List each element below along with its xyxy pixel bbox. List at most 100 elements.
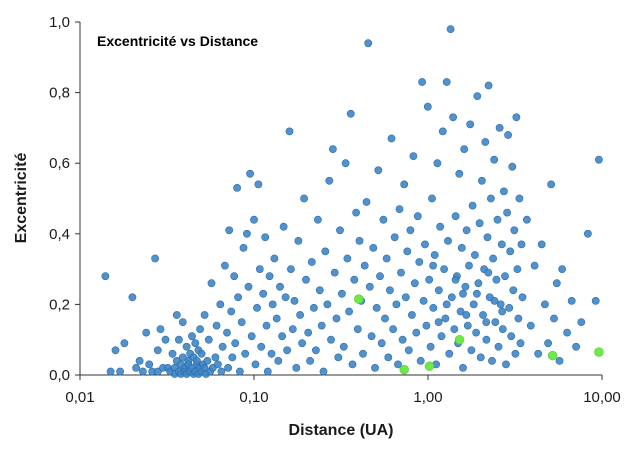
data-point (403, 247, 412, 256)
data-point (387, 134, 396, 143)
data-point (426, 342, 435, 351)
highlight-point (399, 365, 409, 375)
data-point (483, 233, 492, 242)
data-point (472, 289, 481, 298)
data-point (227, 307, 236, 316)
data-point (510, 226, 519, 235)
data-point (207, 279, 216, 288)
data-point (457, 243, 466, 252)
data-point (346, 109, 355, 118)
data-point (268, 300, 277, 309)
data-point (382, 254, 391, 263)
data-point (398, 335, 407, 344)
y-tick-label: 0,0 (49, 367, 70, 384)
data-point (572, 342, 580, 351)
data-point (231, 339, 240, 348)
highlight-point (594, 347, 604, 357)
data-point (462, 226, 471, 235)
data-point (220, 261, 229, 270)
data-point (259, 289, 268, 298)
data-point (196, 325, 204, 333)
data-point (339, 342, 348, 351)
data-point (513, 265, 522, 273)
data-point (272, 314, 281, 323)
data-point (235, 367, 244, 376)
data-point (237, 318, 246, 326)
data-point (306, 356, 314, 365)
data-point (204, 335, 213, 344)
data-point (484, 81, 493, 90)
data-point (323, 300, 332, 309)
data-point (111, 346, 120, 355)
data-point (552, 279, 561, 288)
data-point (156, 325, 165, 333)
data-point (239, 243, 248, 252)
data-point (473, 92, 482, 100)
data-point (442, 300, 451, 309)
data-point (595, 155, 603, 164)
data-point (255, 265, 264, 273)
y-tick-label: 1,0 (49, 14, 70, 31)
data-point (230, 272, 239, 281)
data-point (153, 346, 162, 355)
data-point (423, 102, 432, 111)
data-point (203, 356, 212, 365)
data-point (101, 272, 110, 281)
y-tick-label: 0,6 (49, 155, 70, 172)
data-point (371, 363, 379, 372)
series-1 (101, 25, 603, 378)
x-tick-label: 1,00 (413, 389, 442, 406)
data-point (242, 229, 251, 238)
data-point (425, 275, 434, 284)
data-point (367, 332, 376, 341)
data-point (390, 233, 399, 242)
data-point (534, 349, 543, 358)
highlight-point (547, 350, 558, 361)
data-point (456, 307, 465, 316)
x-tick-label: 10,00 (583, 389, 621, 406)
data-point (359, 349, 367, 358)
data-point (490, 155, 499, 164)
data-point (281, 293, 290, 302)
data-point (128, 293, 137, 302)
data-point (397, 268, 405, 277)
data-point (197, 349, 206, 358)
data-point (369, 243, 378, 252)
data-point (455, 169, 464, 178)
data-point (365, 282, 374, 291)
data-point (507, 332, 516, 341)
x-tick-labels: 0,01 0,10 1,00 10,00 (65, 389, 620, 406)
data-point (315, 286, 324, 295)
data-point (151, 254, 159, 263)
data-point (228, 353, 237, 362)
data-point (251, 360, 260, 369)
data-point (142, 328, 151, 337)
data-point (246, 169, 254, 178)
data-point (182, 342, 191, 351)
data-point (410, 279, 419, 288)
data-point (477, 176, 486, 185)
data-point (304, 328, 313, 337)
data-point (250, 215, 258, 224)
data-point (512, 113, 521, 122)
data-point (488, 356, 496, 365)
data-point (191, 339, 200, 348)
data-point (138, 367, 147, 376)
data-point (421, 240, 429, 249)
data-point (494, 342, 503, 351)
y-tick-label: 0,8 (49, 85, 70, 102)
data-point (493, 215, 502, 224)
data-point (192, 356, 201, 365)
data-point (506, 247, 515, 256)
highlight-point (354, 294, 364, 304)
data-point (145, 360, 154, 369)
data-point (300, 194, 308, 203)
data-point (362, 198, 371, 206)
data-point (462, 311, 471, 319)
data-point (472, 328, 480, 337)
data-point (337, 289, 346, 298)
data-point (526, 321, 535, 330)
data-point (233, 183, 241, 192)
x-tick-label: 0,10 (239, 389, 268, 406)
data-point (577, 318, 586, 326)
